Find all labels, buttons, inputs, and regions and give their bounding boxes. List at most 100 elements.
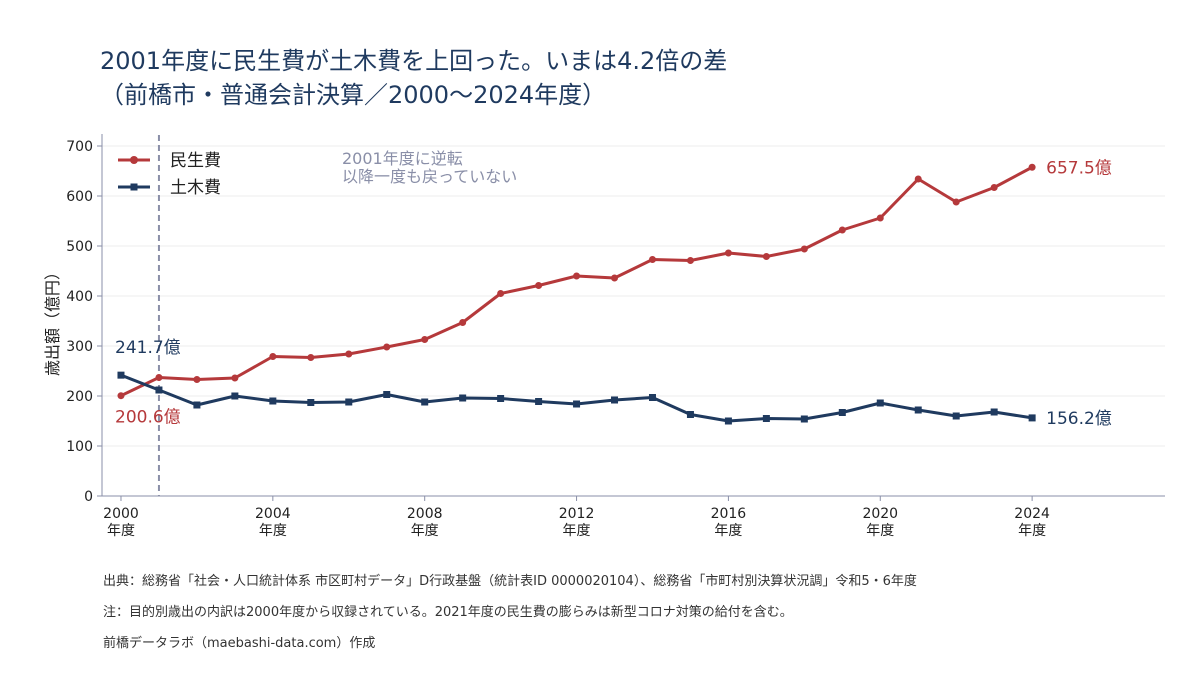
data-point [535, 398, 543, 405]
legend-label-doboku: 土木費 [170, 178, 221, 198]
legend-label-minsei: 民生費 [170, 151, 221, 171]
data-point [307, 399, 315, 406]
x-tick-label: 2024 [1014, 506, 1050, 522]
data-point [573, 400, 581, 408]
data-point [800, 415, 808, 423]
data-point [231, 392, 239, 400]
annotation-line-2: 以降一度も戻っていない [342, 167, 517, 186]
data-point [952, 412, 960, 420]
legend: 民生費 土木費 [118, 151, 221, 198]
data-point [762, 415, 770, 422]
data-point [573, 272, 581, 280]
x-tick-sublabel: 年度 [107, 523, 135, 539]
minsei-start-label: 200.6億 [115, 408, 181, 428]
data-point [383, 391, 391, 398]
data-point [952, 198, 960, 206]
data-point [383, 343, 391, 351]
y-tick-label: 100 [66, 439, 93, 455]
series-group [117, 163, 1036, 425]
data-point [838, 409, 846, 416]
data-point [648, 256, 656, 263]
data-point [1028, 163, 1036, 171]
x-tick-sublabel: 年度 [1018, 523, 1046, 539]
data-point [914, 175, 922, 183]
x-tick-label: 2020 [862, 506, 898, 522]
data-point [497, 290, 505, 297]
data-point [421, 336, 429, 343]
series-line-0 [120, 165, 1033, 398]
x-tick-sublabel: 年度 [411, 523, 439, 539]
x-tick-labels: 2000年度2004年度2008年度2012年度2016年度2020年度2024… [103, 496, 1050, 539]
y-tick-label: 600 [66, 189, 93, 205]
footer-source: 出典：総務省「社会・人口統計体系 市区町村データ」D行政基盤（統計表ID 000… [103, 574, 917, 589]
y-tick-label: 700 [66, 139, 93, 155]
data-point [876, 399, 884, 407]
y-axis-label: 歳出額（億円） [43, 264, 62, 376]
data-point [345, 398, 353, 406]
legend-marker-doboku [130, 183, 138, 191]
data-point [1028, 414, 1036, 422]
data-point [307, 354, 315, 361]
footer-note: 注：目的別歳出の内訳は2000年度から収録されている。2021年度の民生費の膨ら… [103, 605, 793, 620]
x-tick-label: 2004 [255, 506, 291, 522]
data-point [155, 374, 163, 381]
data-point [117, 392, 125, 400]
x-tick-sublabel: 年度 [714, 523, 742, 539]
data-point [269, 353, 277, 360]
data-point [459, 319, 467, 326]
y-tick-label: 300 [66, 339, 93, 355]
annotation-line-1: 2001年度に逆転 [342, 149, 463, 168]
data-point [345, 350, 353, 358]
data-point [421, 398, 429, 406]
data-point [497, 395, 505, 402]
data-point [914, 406, 922, 414]
data-point [269, 397, 277, 405]
series-line-1 [120, 373, 1033, 423]
data-point [800, 245, 808, 253]
data-point [535, 282, 543, 289]
data-point [686, 257, 694, 264]
data-point [876, 214, 884, 222]
x-tick-label: 2012 [559, 506, 595, 522]
data-point [231, 374, 239, 382]
doboku-end-label: 156.2億 [1046, 409, 1112, 429]
data-point [724, 417, 732, 425]
legend-marker-minsei [130, 156, 138, 164]
chart-title: 2001年度に民生費が土木費を上回った。いまは4.2倍の差 （前橋市・普通会計決… [100, 44, 727, 112]
data-point [611, 274, 619, 282]
y-tick-label: 400 [66, 289, 93, 305]
data-point [459, 394, 467, 402]
data-point [193, 376, 201, 383]
doboku-start-label: 241.7億 [115, 338, 181, 358]
x-tick-sublabel: 年度 [563, 523, 591, 539]
value-labels: 241.7億 200.6億 657.5億 156.2億 [115, 158, 1112, 429]
chart-title-line1: 2001年度に民生費が土木費を上回った。いまは4.2倍の差 [100, 47, 728, 75]
data-point [611, 396, 619, 404]
x-tick-sublabel: 年度 [866, 523, 894, 539]
x-tick-label: 2000 [103, 506, 139, 522]
x-tick-sublabel: 年度 [259, 523, 287, 539]
x-tick-label: 2016 [711, 506, 747, 522]
data-point [724, 249, 732, 257]
data-point [838, 226, 846, 234]
data-point [648, 394, 656, 401]
data-point [117, 371, 125, 379]
data-point [155, 386, 163, 394]
y-tick-labels: 0 100 200 300 400 500 600 700 [66, 139, 102, 505]
axes [101, 134, 1165, 497]
grid-lines [102, 145, 1165, 447]
x-tick-label: 2008 [407, 506, 443, 522]
y-tick-label: 500 [66, 239, 93, 255]
y-tick-label: 0 [84, 489, 93, 505]
data-point [990, 184, 998, 191]
data-point [193, 401, 201, 409]
y-tick-label: 200 [66, 389, 93, 405]
data-point [686, 411, 694, 418]
data-point [990, 408, 998, 416]
minsei-end-label: 657.5億 [1046, 158, 1112, 178]
footer-credit: 前橋データラボ（maebashi-data.com）作成 [103, 636, 376, 651]
data-point [762, 253, 770, 260]
reversal-annotation: 2001年度に逆転 以降一度も戻っていない [157, 135, 517, 496]
chart-title-line2: （前橋市・普通会計決算／2000〜2024年度） [100, 81, 607, 109]
